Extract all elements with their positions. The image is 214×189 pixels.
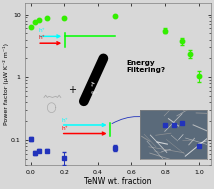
Text: e⁻: e⁻: [89, 90, 98, 98]
Text: h⁺: h⁺: [38, 28, 45, 33]
X-axis label: TeNW wt. fraction: TeNW wt. fraction: [84, 177, 152, 186]
Text: h⁺: h⁺: [38, 35, 45, 40]
Text: h⁺: h⁺: [62, 126, 68, 131]
Y-axis label: Power factor (μW K⁻² m⁻¹): Power factor (μW K⁻² m⁻¹): [3, 43, 9, 125]
Text: h⁺: h⁺: [62, 118, 68, 123]
Text: +: +: [68, 85, 76, 95]
Text: τ: τ: [89, 81, 95, 88]
Text: Energy
Filtering?: Energy Filtering?: [126, 60, 166, 73]
